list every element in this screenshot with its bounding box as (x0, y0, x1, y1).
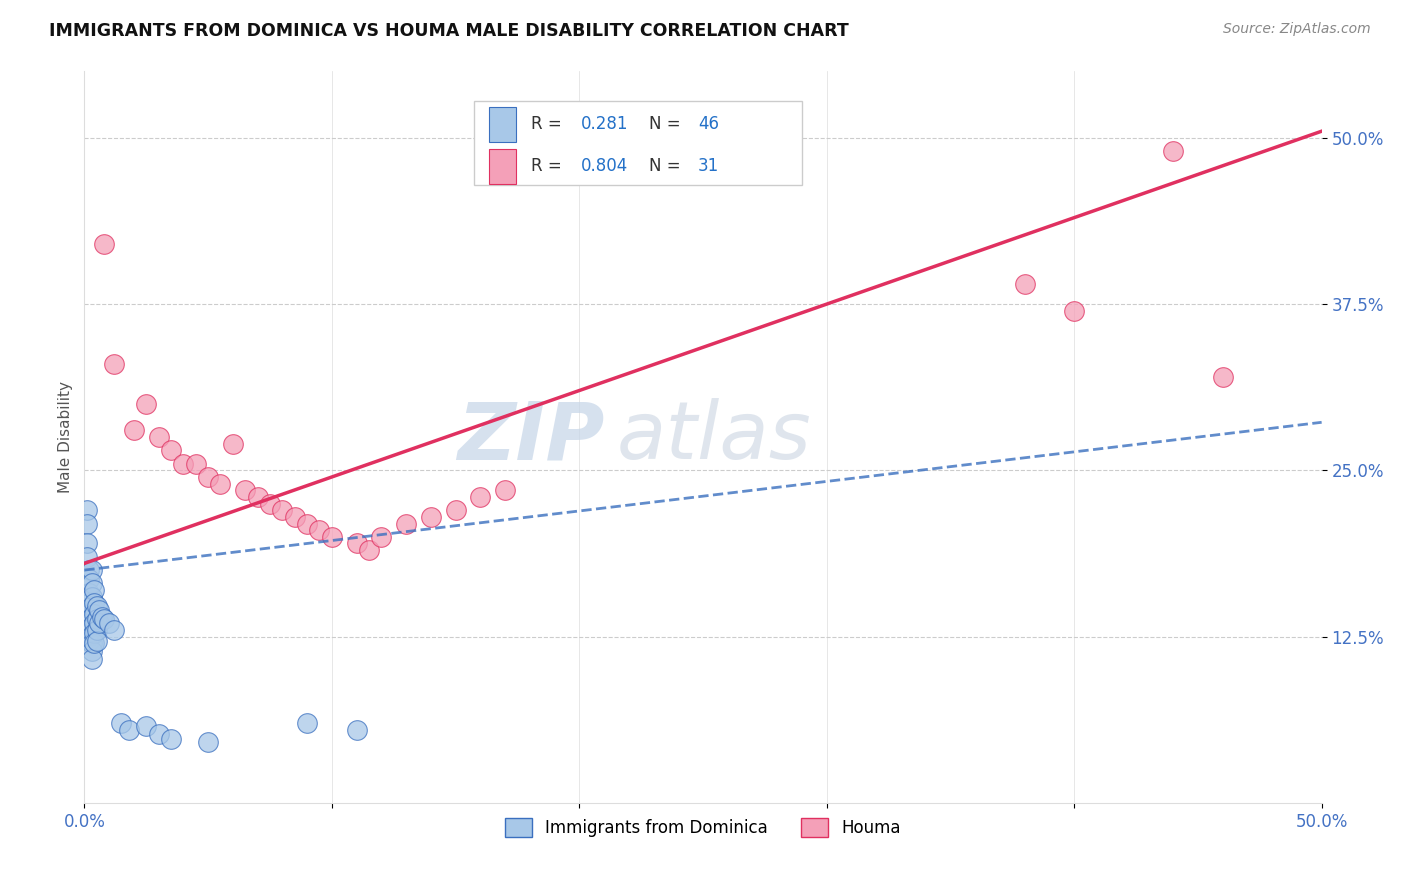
Point (1161, 144, 1184, 158)
Point (160, 443, 183, 458)
Point (76, 516, 98, 531)
Point (86, 623, 108, 637)
Text: 0.804: 0.804 (581, 157, 627, 175)
Text: Source: ZipAtlas.com: Source: ZipAtlas.com (1223, 22, 1371, 37)
FancyBboxPatch shape (474, 101, 801, 185)
Point (209, 476, 232, 491)
Point (79, 585, 101, 599)
Point (295, 516, 318, 531)
Point (86, 599, 108, 613)
Legend: Immigrants from Dominica, Houma: Immigrants from Dominica, Houma (496, 810, 910, 846)
Point (93, 237, 115, 252)
Point (79, 625, 101, 640)
Point (444, 503, 467, 517)
Point (83, 616, 105, 631)
Point (197, 470, 219, 484)
Point (470, 490, 492, 504)
Point (79, 607, 101, 621)
Point (89, 603, 111, 617)
Point (197, 734, 219, 748)
Y-axis label: Male Disability: Male Disability (58, 381, 73, 493)
Text: atlas: atlas (616, 398, 811, 476)
Point (80, 599, 103, 613)
Point (80, 628, 103, 642)
Point (90, 609, 112, 624)
Point (83, 636, 105, 650)
FancyBboxPatch shape (489, 107, 516, 142)
Point (118, 723, 141, 737)
Point (79, 573, 101, 587)
Point (494, 483, 516, 498)
Text: 46: 46 (697, 115, 718, 133)
Point (222, 436, 245, 450)
Point (79, 616, 101, 631)
Point (80, 576, 103, 591)
Point (103, 357, 125, 371)
Point (83, 582, 105, 597)
Point (271, 503, 294, 517)
Point (321, 530, 343, 544)
Point (80, 609, 103, 624)
Point (76, 536, 98, 550)
Point (80, 652, 103, 666)
Point (295, 716, 318, 731)
Point (98, 616, 121, 631)
Point (284, 509, 307, 524)
Point (79, 563, 101, 577)
Point (76, 549, 98, 564)
Text: N =: N = (648, 115, 681, 133)
Point (346, 723, 368, 737)
Point (148, 726, 170, 740)
Text: N =: N = (648, 157, 681, 175)
Point (122, 424, 145, 438)
Point (135, 719, 157, 733)
Point (79, 596, 101, 610)
Point (86, 633, 108, 648)
Point (357, 543, 380, 558)
Point (83, 607, 105, 621)
Point (80, 644, 103, 658)
Point (110, 716, 132, 731)
Point (80, 619, 103, 633)
Point (80, 590, 103, 604)
Text: IMMIGRANTS FROM DOMINICA VS HOUMA MALE DISABILITY CORRELATION CHART: IMMIGRANTS FROM DOMINICA VS HOUMA MALE D… (49, 22, 849, 40)
Point (1212, 370, 1234, 384)
Point (370, 530, 392, 544)
Point (93, 612, 115, 626)
Point (89, 616, 111, 631)
Point (76, 503, 98, 517)
Point (346, 536, 368, 550)
Text: R =: R = (531, 115, 562, 133)
Point (172, 457, 194, 471)
Text: 31: 31 (697, 157, 720, 175)
Point (1063, 303, 1085, 318)
Point (79, 633, 101, 648)
Point (148, 430, 170, 444)
Text: ZIP: ZIP (457, 398, 605, 476)
FancyBboxPatch shape (489, 149, 516, 184)
Point (83, 625, 105, 640)
Point (184, 457, 207, 471)
Point (83, 596, 105, 610)
Point (419, 509, 441, 524)
Point (80, 636, 103, 650)
Text: R =: R = (531, 157, 562, 175)
Point (135, 397, 157, 411)
Point (246, 490, 269, 504)
Point (259, 497, 281, 511)
Point (160, 731, 183, 746)
Point (308, 523, 330, 537)
Point (80, 563, 103, 577)
Point (103, 623, 125, 637)
Point (233, 483, 256, 498)
Text: 0.281: 0.281 (581, 115, 628, 133)
Point (1014, 277, 1036, 292)
Point (395, 516, 418, 531)
Point (86, 612, 108, 626)
